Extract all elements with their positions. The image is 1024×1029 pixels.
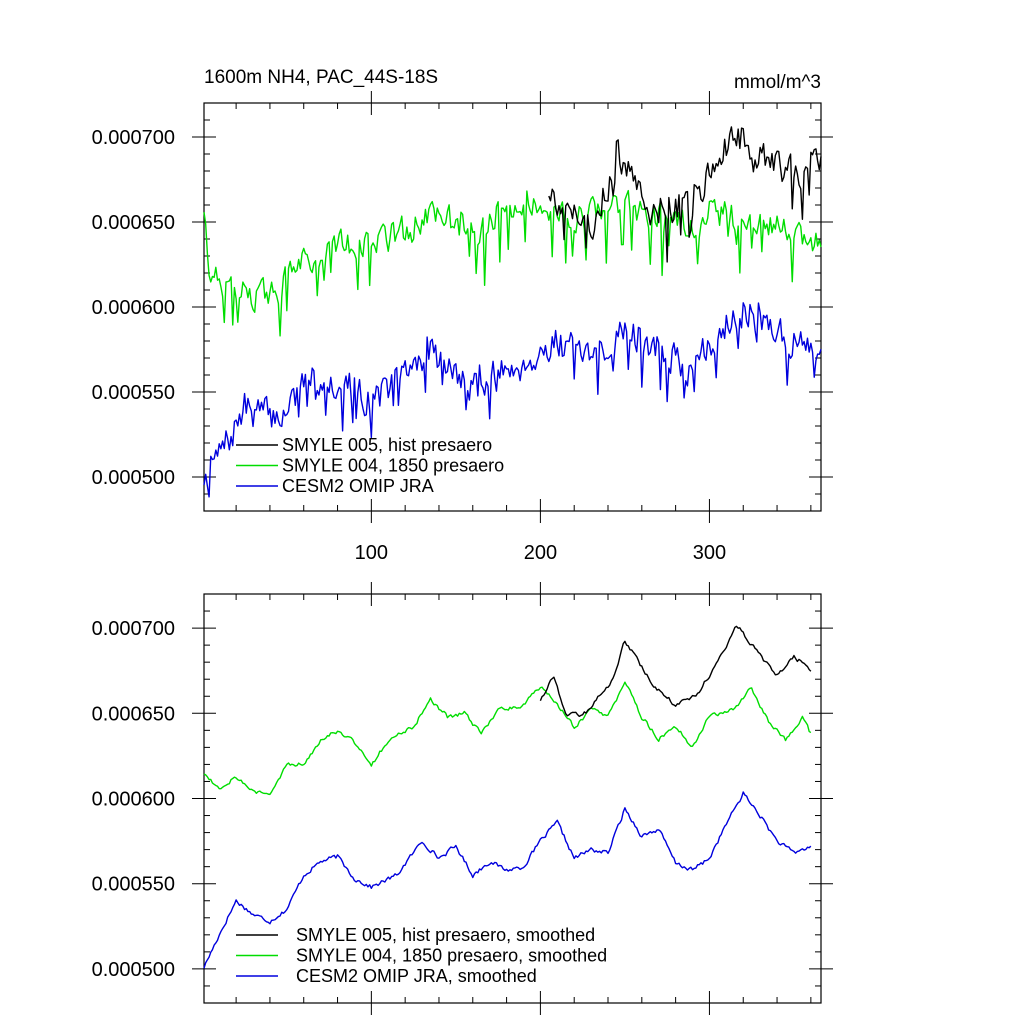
legend-label: SMYLE 004, 1850 presaero [282, 456, 504, 476]
chart-panel-1: 100 200 300 0.000500 0.000550 0.000600 0.00065… [92, 67, 833, 564]
y-tick-label: 0.000600 [92, 297, 175, 319]
y-tick-label: 0.000700 [92, 127, 175, 149]
series-line-2 [203, 681, 812, 796]
legend-label: SMYLE 005, hist presaero [282, 435, 492, 455]
y-tick-label: 0.000500 [92, 467, 175, 489]
series-line-1 [548, 126, 822, 263]
series-line-3 [203, 791, 812, 969]
y-tick-label: 0.000650 [92, 703, 175, 725]
series-line-1 [539, 625, 812, 718]
series-line-3 [203, 302, 822, 498]
chart-units: mmol/m^3 [734, 72, 821, 93]
x-tick-label: 200 [524, 542, 557, 564]
y-tick-label: 0.000550 [92, 382, 175, 404]
y-tick-label: 0.000700 [92, 618, 175, 640]
chart-panel-2: 0.000500 0.000550 0.000600 0.000650 0.000700… [92, 582, 833, 1015]
series-line-2 [203, 189, 822, 337]
y-tick-label: 0.000600 [92, 789, 175, 811]
legend-label: CESM2 OMIP JRA [282, 476, 434, 496]
y-tick-label: 0.000500 [92, 959, 175, 981]
y-tick-label: 0.000650 [92, 212, 175, 234]
x-tick-label: 300 [693, 542, 726, 564]
x-tick-label: 100 [355, 542, 388, 564]
legend-label: CESM2 OMIP JRA, smoothed [296, 966, 537, 986]
legend-label: SMYLE 005, hist presaero, smoothed [296, 925, 595, 945]
y-tick-label: 0.000550 [92, 874, 175, 896]
chart-title: 1600m NH4, PAC_44S-18S [204, 67, 438, 88]
legend-label: SMYLE 004, 1850 presaero, smoothed [296, 946, 607, 966]
